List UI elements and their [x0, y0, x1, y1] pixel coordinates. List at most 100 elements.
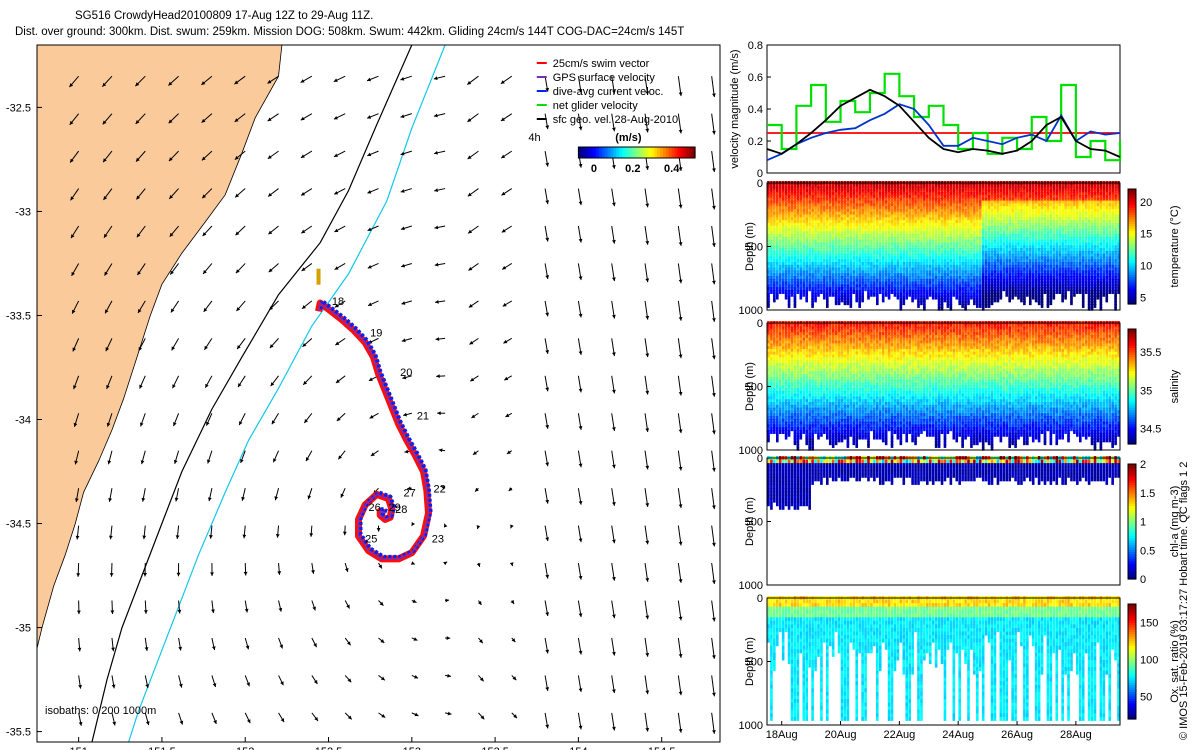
profile-sample-temp	[790, 200, 794, 205]
profile-sample-temp	[981, 287, 985, 292]
profile-sample-temp	[1040, 220, 1044, 225]
profile-sample-temp	[940, 220, 944, 225]
profile-sample-temp	[937, 298, 941, 303]
profile-sample-temp	[784, 262, 788, 267]
sfc-arrow-head	[76, 610, 81, 615]
profile-sample-temp	[926, 234, 929, 239]
sfc-arrow-head	[71, 271, 75, 276]
profile-sample-temp	[964, 217, 967, 222]
profile-sample-temp	[820, 262, 823, 267]
profile-sample-temp	[846, 301, 850, 306]
profile-sample-temp	[840, 239, 844, 244]
profile-sample-temp	[955, 231, 959, 236]
profile-sample-temp	[1005, 287, 1009, 292]
profile-sample-temp	[902, 206, 906, 211]
profile-sample-temp	[799, 197, 803, 202]
profile-sample-temp	[887, 206, 891, 211]
profile-sample-temp	[958, 289, 961, 294]
profile-sample-temp	[958, 275, 961, 280]
profile-sample-temp	[1011, 275, 1014, 280]
profile-sample-temp	[834, 281, 838, 286]
profile-sample-temp	[1037, 217, 1041, 222]
profile-sample-temp	[887, 200, 891, 205]
profile-sample-temp	[790, 248, 794, 253]
profile-sample-temp	[1014, 275, 1017, 280]
profile-sample-temp	[978, 267, 982, 272]
profile-sample-temp	[808, 225, 811, 230]
profile-sample-temp	[978, 211, 982, 216]
profile-sample-temp	[796, 267, 800, 272]
profile-sample-temp	[937, 208, 941, 213]
profile-sample-temp	[999, 256, 1003, 261]
profile-sample-temp	[999, 206, 1003, 211]
profile-sample-temp	[867, 295, 870, 300]
profile-sample-temp	[1002, 231, 1006, 236]
profile-sample-temp	[834, 208, 838, 213]
profile-sample-temp	[978, 301, 982, 306]
profile-sample-temp	[893, 262, 897, 267]
profile-sample-temp	[837, 197, 841, 202]
profile-sample-temp	[843, 225, 847, 230]
profile-sample-temp	[1008, 270, 1011, 275]
profile-sample-temp	[846, 183, 850, 188]
profile-sample-temp	[905, 256, 909, 261]
profile-sample-temp	[984, 208, 988, 213]
profile-sample-temp	[937, 248, 941, 253]
profile-sample-temp	[870, 197, 873, 202]
profile-sample-temp	[823, 214, 826, 219]
profile-sample-temp	[973, 239, 976, 244]
profile-sample-temp	[881, 234, 885, 239]
profile-sample-temp	[805, 256, 809, 261]
profile-sample-temp	[923, 234, 926, 239]
profile-sample-temp	[1031, 239, 1035, 244]
profile-sample-temp	[999, 194, 1003, 199]
profile-sample-temp	[799, 278, 803, 283]
profile-sample-temp	[1037, 273, 1041, 278]
profile-sample-temp	[864, 242, 867, 247]
profile-sample-temp	[940, 239, 944, 244]
profile-sample-temp	[852, 203, 856, 208]
profile-sample-temp	[837, 245, 841, 250]
profile-sample-temp	[993, 211, 997, 216]
profile-sample-temp	[990, 225, 994, 230]
profile-sample-temp	[881, 231, 885, 236]
profile-sample-temp	[826, 203, 829, 208]
profile-sample-temp	[911, 214, 914, 219]
sfc-arrow-head	[678, 92, 683, 97]
profile-sample-temp	[864, 200, 867, 205]
sfc-arrow-head	[510, 600, 515, 605]
profile-sample-temp	[946, 301, 950, 306]
profile-sample-temp	[1023, 292, 1026, 297]
profile-sample-temp	[981, 220, 985, 225]
sfc-arrow-head	[305, 457, 310, 462]
sfc-arrow-head	[434, 188, 439, 192]
profile-sample-temp	[1026, 287, 1029, 292]
profile-sample-temp	[840, 292, 844, 297]
profile-sample-temp	[770, 220, 773, 225]
profile-sample-temp	[964, 222, 967, 227]
profile-sample-temp	[778, 248, 782, 253]
profile-sample-temp	[787, 183, 791, 188]
profile-sample-temp	[864, 211, 867, 216]
profile-sample-temp	[978, 236, 982, 241]
profile-sample-temp	[917, 189, 920, 194]
profile-sample-temp	[775, 292, 779, 297]
profile-sample-temp	[967, 206, 970, 211]
profile-sample-temp	[808, 287, 811, 292]
profile-sample-temp	[773, 270, 776, 275]
profile-sample-temp	[987, 189, 991, 194]
profile-sample-temp	[893, 267, 897, 272]
profile-sample-temp	[1034, 259, 1038, 264]
profile-sample-temp	[1023, 267, 1026, 272]
profile-sample-temp	[958, 292, 961, 297]
profile-sample-temp	[961, 281, 964, 286]
map-colorbar-cell	[630, 147, 635, 158]
sfc-arrow-head	[407, 486, 411, 491]
profile-sample-temp	[993, 256, 997, 261]
profile-sample-temp	[981, 234, 985, 239]
profile-sample-temp	[1034, 211, 1038, 216]
profile-sample-temp	[823, 234, 826, 239]
profile-sample-temp	[908, 267, 911, 272]
profile-sample-temp	[817, 281, 820, 286]
profile-sample-temp	[934, 270, 938, 275]
